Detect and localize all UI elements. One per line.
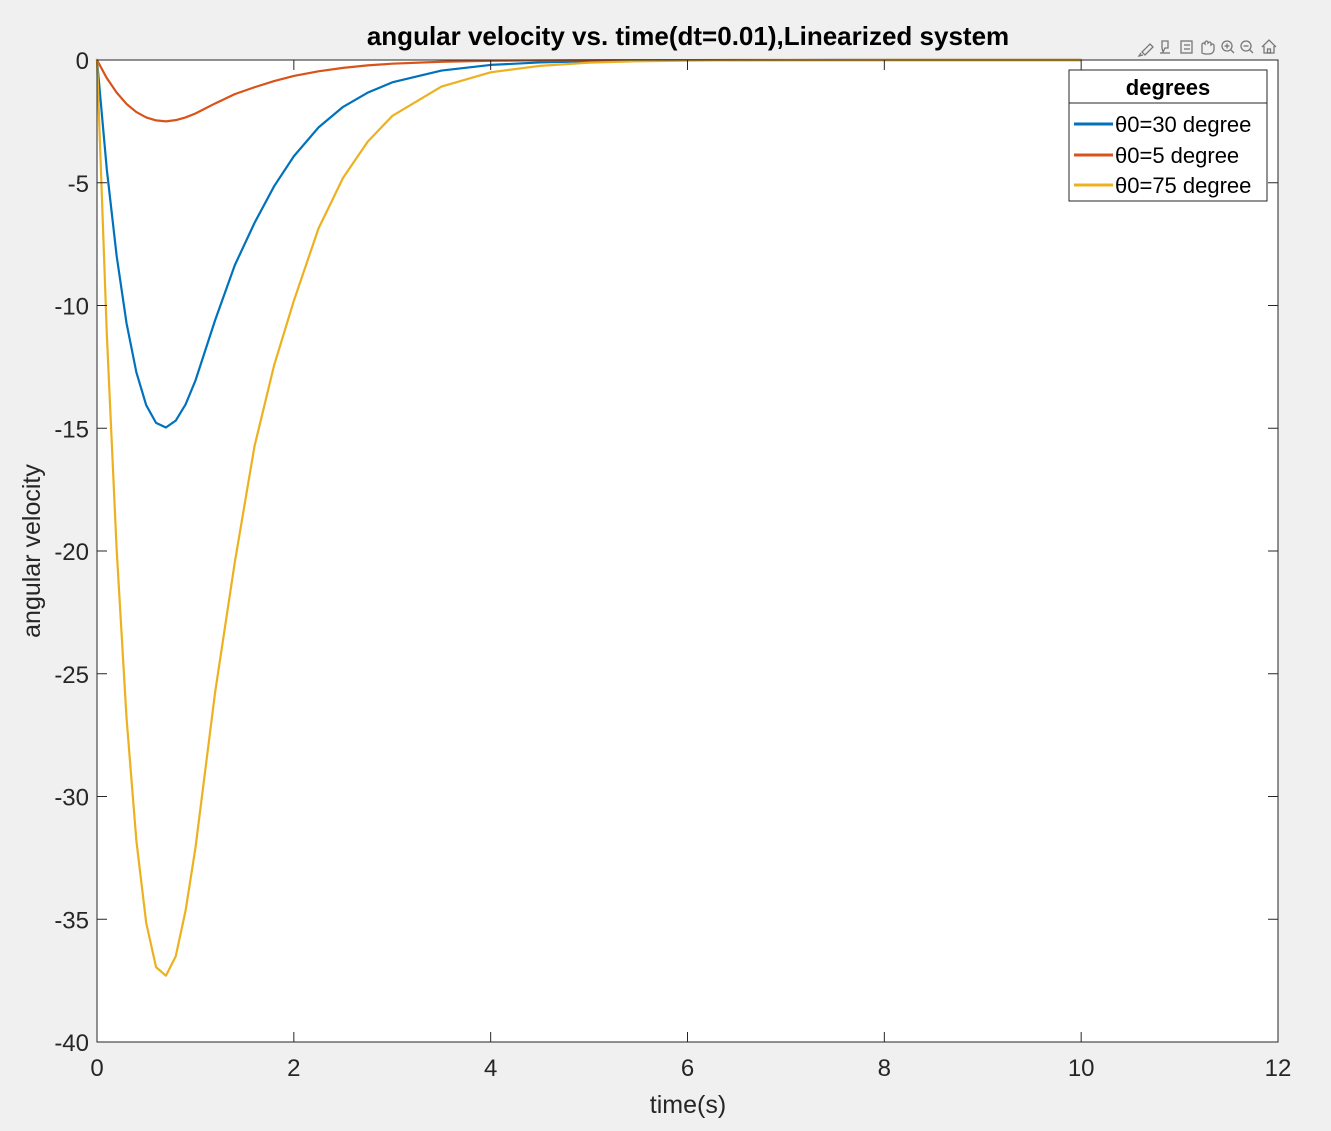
y-tick-label-4: -20 bbox=[54, 539, 89, 566]
y-tick-label-3: -15 bbox=[54, 416, 89, 443]
tick-layer: 0 2 4 6 8 10 12 0 -5 -10 -15 -20 -25 -30 -35 -40 bbox=[54, 48, 1291, 1082]
y-tick-label-8: -40 bbox=[54, 1030, 89, 1057]
zoom-region-icon[interactable] bbox=[1180, 40, 1193, 54]
legend-entry-2: θ0=75 degree bbox=[1115, 173, 1251, 198]
x-axis-label: time(s) bbox=[650, 1091, 726, 1119]
x-tick-label-1: 2 bbox=[287, 1055, 300, 1082]
y-tick-label-5: -25 bbox=[54, 662, 89, 689]
brush-icon[interactable] bbox=[1137, 43, 1154, 58]
legend-box bbox=[1068, 69, 1268, 202]
y-axis-label: angular velocity bbox=[18, 464, 46, 638]
pan-icon[interactable] bbox=[1201, 40, 1215, 55]
axes-toolbar bbox=[1137, 39, 1277, 58]
chart-title: angular velocity vs. time(dt=0.01),Linea… bbox=[367, 21, 1009, 51]
legend-entry-1: θ0=5 degree bbox=[1115, 143, 1239, 168]
y-tick-label-6: -30 bbox=[54, 785, 89, 812]
x-tick-label-3: 6 bbox=[681, 1055, 694, 1082]
x-tick-label-2: 4 bbox=[484, 1055, 497, 1082]
zoom-in-icon[interactable] bbox=[1221, 40, 1235, 54]
y-tick-label-2: -10 bbox=[54, 294, 89, 321]
x-tick-label-5: 10 bbox=[1068, 1055, 1095, 1082]
x-tick-label-6: 12 bbox=[1265, 1055, 1292, 1082]
home-icon[interactable] bbox=[1261, 39, 1277, 54]
y-tick-label-1: -5 bbox=[68, 171, 89, 198]
legend[interactable]: degrees θ0=30 degree θ0=5 degree θ0=75 d… bbox=[1068, 69, 1268, 202]
plot-area bbox=[97, 60, 1278, 1042]
zoom-out-icon[interactable] bbox=[1240, 40, 1254, 54]
data-tips-icon[interactable] bbox=[1160, 40, 1170, 54]
x-tick-label-0: 0 bbox=[90, 1055, 103, 1082]
legend-entry-0: θ0=30 degree bbox=[1115, 112, 1251, 137]
y-tick-label-7: -35 bbox=[54, 907, 89, 934]
x-tick-label-4: 8 bbox=[878, 1055, 891, 1082]
legend-title: degrees bbox=[1126, 75, 1210, 100]
y-tick-label-0: 0 bbox=[76, 48, 89, 75]
